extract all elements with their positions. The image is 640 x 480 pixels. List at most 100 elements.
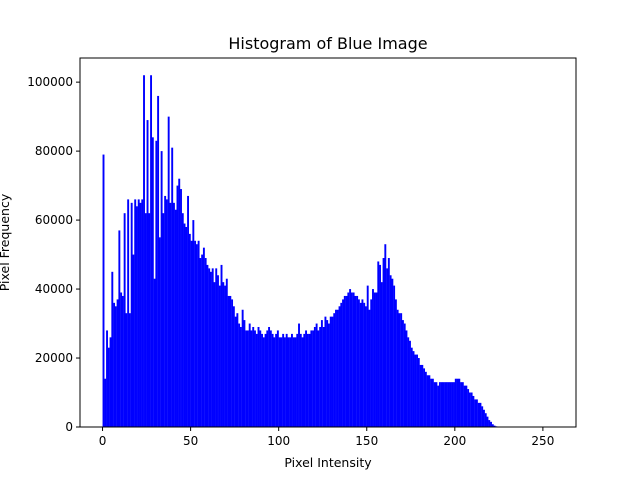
histogram-bar (227, 295, 230, 427)
histogram-bar (296, 333, 299, 427)
histogram-bar (317, 330, 320, 427)
histogram-bar (125, 313, 128, 427)
histogram-bar (252, 326, 255, 427)
histogram-bar (396, 309, 399, 427)
histogram-bar (195, 244, 198, 427)
histogram-bar (405, 330, 408, 427)
histogram-bar (261, 333, 263, 427)
histogram-bar (426, 375, 429, 427)
x-tick-label: 250 (531, 434, 554, 448)
histogram-bar (438, 382, 441, 427)
histogram-bar (458, 378, 461, 427)
histogram-bar (130, 202, 133, 427)
histogram-bar (238, 323, 241, 427)
chart-title: Histogram of Blue Image (228, 34, 427, 53)
histogram-bar (370, 299, 373, 427)
histogram-bar (181, 213, 184, 427)
histogram-bar (389, 275, 392, 427)
histogram-bar (393, 285, 396, 427)
histogram-bar (486, 416, 489, 427)
histogram-bar (282, 333, 285, 427)
histogram-bar (206, 264, 209, 427)
histogram-bar (102, 154, 105, 427)
histogram-bar (444, 382, 447, 427)
plot-frame (79, 57, 577, 428)
histogram-bars (102, 75, 503, 428)
histogram-bar (435, 382, 438, 427)
histogram-bar (372, 289, 374, 427)
histogram-bar (488, 420, 491, 427)
histogram-bar (449, 382, 452, 427)
histogram-bar (204, 258, 207, 427)
histogram-bar (239, 326, 242, 427)
histogram-bar (446, 382, 448, 427)
y-tick-label: 60000 (35, 213, 73, 227)
histogram-bar (421, 364, 424, 427)
histogram-bar (201, 254, 204, 427)
histogram-bar (447, 382, 450, 427)
histogram-bar (192, 220, 195, 427)
histogram-bar (343, 295, 346, 427)
histogram-bar (320, 320, 323, 427)
histogram-bar (127, 199, 130, 427)
histogram-bar (312, 330, 315, 427)
histogram-bar (342, 299, 344, 427)
histogram-bar (211, 268, 214, 427)
histogram-bar (213, 282, 216, 427)
histogram-bar (467, 389, 470, 427)
histogram-bar (215, 268, 218, 427)
x-tick-label: 50 (183, 434, 198, 448)
histogram-bar (209, 271, 212, 427)
histogram-bar (398, 313, 401, 427)
histogram-bar (208, 268, 211, 427)
histogram-bar (202, 247, 205, 427)
histogram-bar (136, 206, 138, 427)
histogram-bar (292, 337, 295, 427)
histogram-bar (340, 302, 343, 427)
histogram-bar (278, 337, 281, 427)
histogram-bar (430, 378, 433, 427)
histogram-bar (303, 333, 306, 427)
histogram-bar (322, 326, 325, 427)
histogram-bar (268, 326, 271, 427)
histogram-bar (352, 292, 355, 427)
histogram-bar (484, 413, 487, 427)
histogram-bar (178, 178, 181, 427)
histogram-bar (468, 392, 471, 427)
histogram-bar (271, 333, 274, 427)
histogram-bar (111, 271, 114, 427)
histogram-bar (364, 306, 367, 427)
histogram-bar (394, 299, 397, 427)
histogram-bar (437, 385, 440, 427)
histogram-bar (315, 323, 318, 427)
histogram-bar (148, 213, 151, 427)
histogram-bar (419, 364, 422, 427)
histogram-bar (232, 306, 235, 427)
histogram-bar (400, 313, 403, 427)
histogram-bar (373, 292, 376, 427)
histogram-bar (246, 330, 249, 427)
histogram-bar (308, 333, 311, 427)
histogram-bar (460, 382, 463, 427)
histogram-bar (194, 240, 197, 427)
histogram-bar (276, 330, 279, 427)
histogram-bar (151, 137, 154, 427)
histogram-bar (153, 278, 156, 427)
histogram-bar (359, 302, 362, 427)
y-tick-label: 40000 (35, 282, 73, 296)
histogram-bar (248, 323, 251, 427)
histogram-bar (313, 326, 316, 427)
histogram-bar (294, 337, 297, 427)
histogram-bar (356, 295, 359, 427)
histogram-bar (250, 330, 253, 427)
y-axis-ticks: 0 20000 40000 60000 80000 100000 (27, 75, 80, 434)
histogram-bar (326, 320, 329, 427)
histogram-bar (158, 237, 161, 427)
histogram-bar (417, 358, 420, 427)
histogram-bar (338, 306, 341, 427)
histogram-bar (453, 382, 455, 427)
histogram-bar (173, 202, 175, 427)
histogram-bar (174, 209, 177, 427)
histogram-bar (123, 213, 126, 427)
